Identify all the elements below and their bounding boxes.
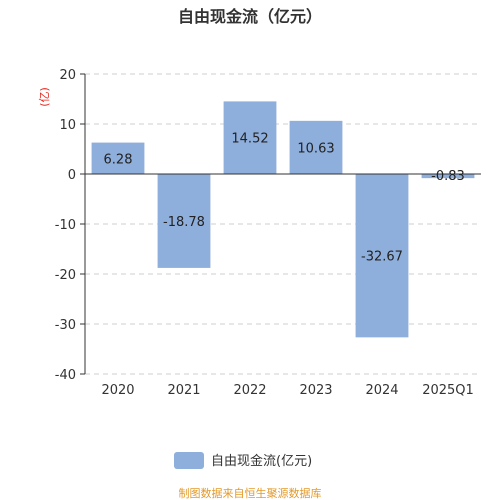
data-label: 6.28 xyxy=(104,152,133,167)
y-tick-labels: 20 10 0 -10 -20 -30 -40 xyxy=(55,68,76,383)
bar xyxy=(289,120,343,174)
bar xyxy=(91,142,145,174)
data-labels: 6.28 -18.78 14.52 10.63 -32.67 -0.83 xyxy=(104,132,465,265)
legend: 自由现金流(亿元) xyxy=(174,452,312,469)
bar xyxy=(223,101,277,174)
axes xyxy=(80,73,481,375)
source-note: 制图数据来自恒生聚源数据库 xyxy=(179,486,322,500)
x-tick-labels: 2020 2021 2022 2023 2024 2025Q1 xyxy=(101,383,473,398)
y-tick-label: -20 xyxy=(55,268,76,283)
y-tick-label: 20 xyxy=(59,68,76,83)
y-tick-label: 0 xyxy=(68,168,76,183)
data-label: -0.83 xyxy=(431,169,465,184)
data-label: -32.67 xyxy=(361,250,403,265)
x-tick-label: 2020 xyxy=(101,383,134,398)
y-tick-label: -30 xyxy=(55,318,76,333)
y-tick-label: 10 xyxy=(59,118,76,133)
x-tick-label: 2024 xyxy=(365,383,398,398)
x-tick-label: 2021 xyxy=(167,383,200,398)
legend-label: 自由现金流(亿元) xyxy=(211,453,312,469)
legend-swatch xyxy=(174,452,204,469)
bar xyxy=(421,174,475,179)
bar xyxy=(355,174,409,338)
data-label: -18.78 xyxy=(163,215,205,230)
y-tick-label: -40 xyxy=(55,368,76,383)
x-tick-label: 2025Q1 xyxy=(422,383,474,398)
gridlines xyxy=(85,73,481,375)
bar xyxy=(157,174,211,268)
chart-title: 自由现金流（亿元） xyxy=(178,7,322,26)
data-label: 10.63 xyxy=(297,141,334,156)
data-label: 14.52 xyxy=(231,132,268,147)
x-tick-label: 2022 xyxy=(233,383,266,398)
y-axis-unit: (亿) xyxy=(38,87,51,107)
y-tick-label: -10 xyxy=(55,218,76,233)
x-tick-label: 2023 xyxy=(299,383,332,398)
bars xyxy=(91,101,475,338)
